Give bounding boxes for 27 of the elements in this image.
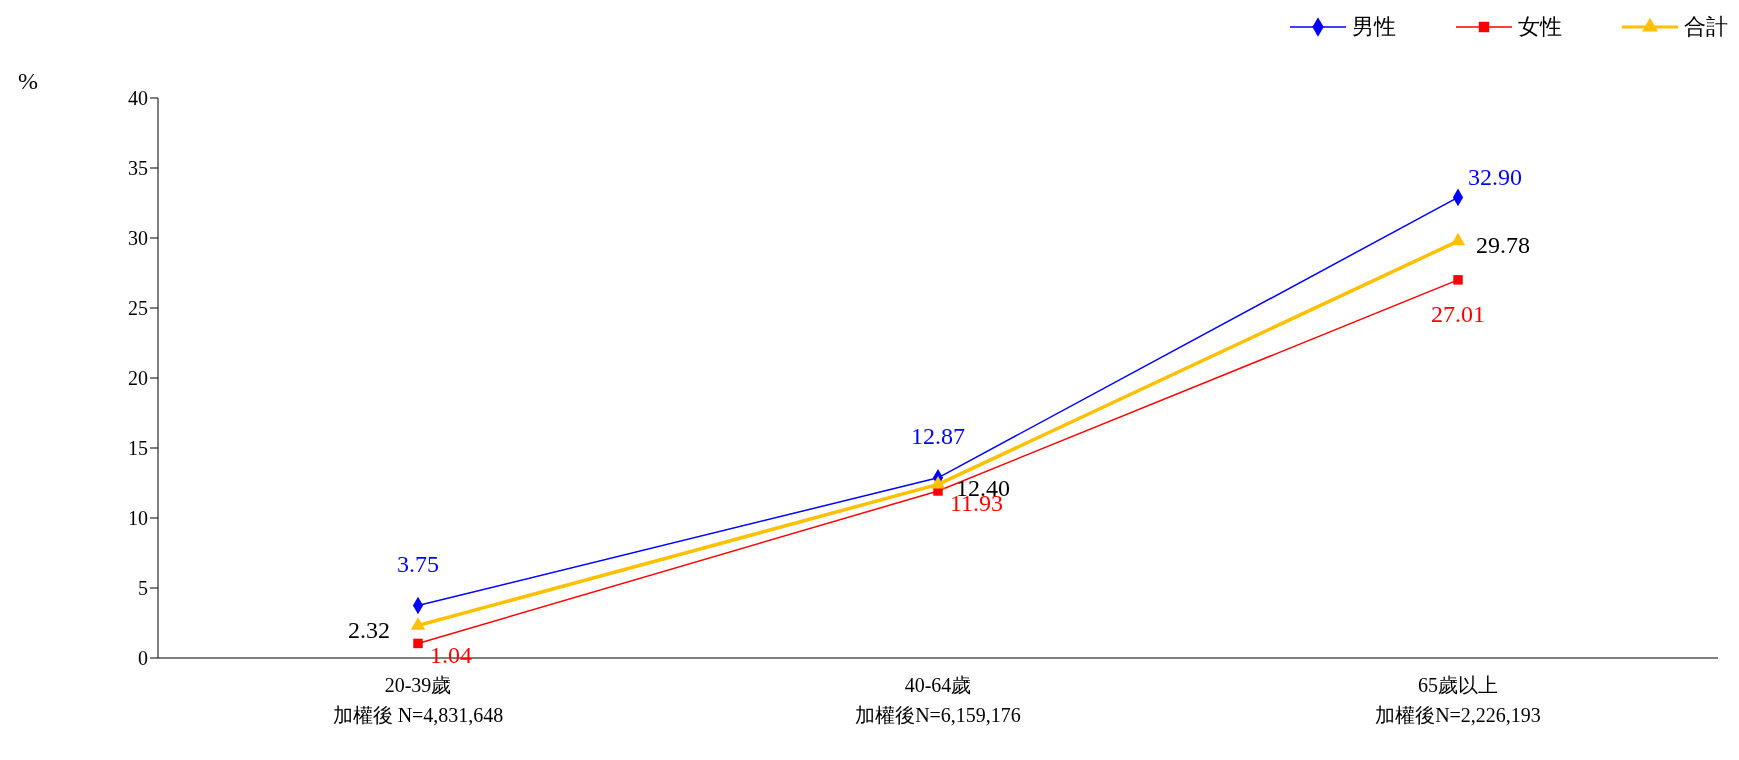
data-label: 32.90 (1468, 164, 1522, 191)
y-tick-label: 0 (138, 647, 148, 670)
y-tick-label: 10 (128, 507, 148, 530)
legend-label: 女性 (1518, 13, 1562, 41)
y-tick-label: 20 (128, 367, 148, 390)
legend-label: 合計 (1684, 13, 1728, 41)
y-tick-label: 40 (128, 87, 148, 110)
point (1453, 275, 1463, 285)
legend-label: 男性 (1352, 13, 1396, 41)
y-tick-label: 35 (128, 157, 148, 180)
data-label: 2.32 (348, 616, 390, 643)
data-label: 12.87 (911, 422, 965, 449)
data-label: 1.04 (430, 642, 472, 669)
data-label: 3.75 (397, 550, 439, 577)
point (413, 638, 423, 649)
y-tick-label: 30 (128, 227, 148, 250)
x-tick-label: 40-64歲加權後N=6,159,176 (855, 674, 1021, 726)
data-label: 27.01 (1431, 300, 1485, 327)
x-tick-label: 65歲以上加權後N=2,226,193 (1375, 674, 1541, 726)
y-axis-title: % (18, 68, 38, 95)
point (930, 476, 946, 489)
x-tick-label: 20-39歲加權後 N=4,831,648 (332, 674, 504, 726)
data-label: 29.78 (1476, 232, 1530, 259)
point (410, 617, 426, 630)
y-tick-label: 15 (128, 437, 148, 460)
y-tick-label: 25 (128, 297, 148, 320)
y-tick-label: 5 (138, 577, 148, 600)
